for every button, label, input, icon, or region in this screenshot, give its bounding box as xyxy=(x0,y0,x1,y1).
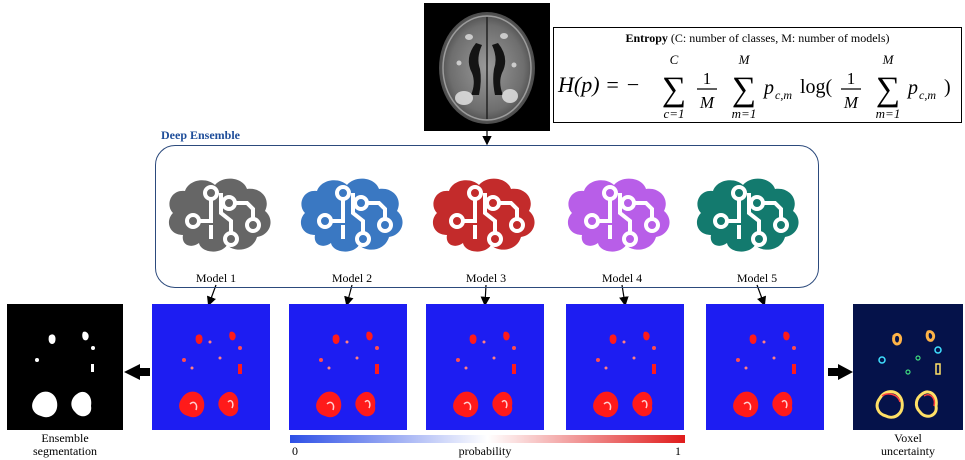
close-paren: ) xyxy=(944,76,951,98)
frac-num-1: 1 xyxy=(703,69,712,88)
voxel-uncertainty-image xyxy=(853,304,963,430)
model-2-label: Model 2 xyxy=(331,271,373,285)
colorbar-max-label: 1 xyxy=(675,444,681,458)
model-1-label: Model 1 xyxy=(195,271,237,285)
sum-m-symbol-2: ∑ xyxy=(876,71,900,108)
model-3-label: Model 3 xyxy=(465,271,507,285)
term-sub-2: c,m xyxy=(919,88,936,102)
term-sub-1: c,m xyxy=(775,88,792,102)
sum-m-lower-1: m=1 xyxy=(732,106,757,121)
sum-m-lower-2: m=1 xyxy=(876,106,901,121)
probability-colorbar xyxy=(290,435,685,443)
left-arrow xyxy=(124,364,150,380)
sum-c-lower: c=1 xyxy=(663,106,684,121)
sum-m-symbol-1: ∑ xyxy=(732,71,756,108)
term-p-1: p xyxy=(762,77,774,99)
log-text: log( xyxy=(800,76,833,98)
model-4-probability-map xyxy=(566,304,684,430)
frac-den-2: M xyxy=(843,93,859,112)
model-2-probability-map xyxy=(289,304,407,430)
colorbar-min-label: 0 xyxy=(292,444,298,458)
sum-c-upper: C xyxy=(670,52,679,67)
sum-m-upper-2: M xyxy=(882,52,895,67)
frac-den-1: M xyxy=(699,93,715,112)
term-p-2: p xyxy=(906,77,918,99)
model-5-label: Model 5 xyxy=(736,271,778,285)
colorbar-title: probability xyxy=(458,444,512,458)
model-3-probability-map xyxy=(426,304,544,430)
right-arrow xyxy=(828,364,853,380)
input-mri-scan xyxy=(424,3,550,131)
entropy-formula-box: Entropy (C: number of classes, M: number… xyxy=(553,27,962,123)
model-1-probability-map xyxy=(152,304,270,430)
sum-c-symbol: ∑ xyxy=(662,71,686,108)
entropy-formula: H(p) = − C ∑ c=1 1 M M ∑ m=1 p c,m log( … xyxy=(557,52,951,121)
formula-lhs: H(p) = − xyxy=(557,72,640,97)
formula-title: Entropy (C: number of classes, M: number… xyxy=(625,31,890,45)
model-5-probability-map xyxy=(706,304,824,430)
ensemble-segmentation-image xyxy=(7,304,123,430)
deep-ensemble-title: Deep Ensemble xyxy=(161,128,240,142)
ensemble-segmentation-caption: Ensemble segmentation xyxy=(33,431,97,458)
model-4-label: Model 4 xyxy=(601,271,643,285)
voxel-uncertainty-caption: Voxel uncertainty xyxy=(881,431,935,458)
deep-ensemble-box xyxy=(155,145,819,288)
sum-m-upper-1: M xyxy=(738,52,751,67)
frac-num-2: 1 xyxy=(847,69,856,88)
